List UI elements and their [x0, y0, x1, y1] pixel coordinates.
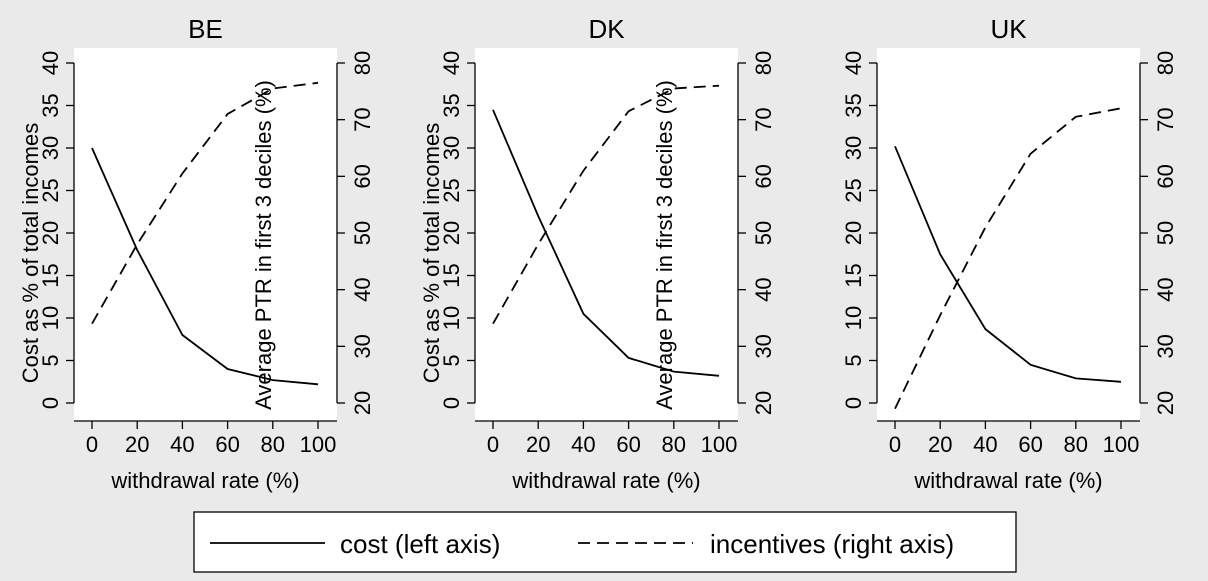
y-right-tick-label-dk: 20: [751, 391, 776, 415]
x-axis-title-dk: withdrawal rate (%): [511, 468, 700, 493]
y-right-tick-label-uk: 70: [1153, 107, 1178, 131]
y-right-tick-label-be: 50: [350, 221, 375, 245]
y-right-tick-label-uk: 40: [1153, 277, 1178, 301]
x-tick-label-be: 40: [170, 432, 194, 457]
y-right-tick-label-dk: 60: [751, 164, 776, 188]
y-right-tick-label-dk: 30: [751, 334, 776, 358]
legend: cost (left axis) incentives (right axis): [193, 511, 1017, 573]
y-right-tick-label-be: 80: [350, 51, 375, 75]
y-left-tick-label-uk: 5: [841, 354, 866, 366]
y-left-tick-label-dk: 40: [439, 51, 464, 75]
y-right-tick-label-be: 60: [350, 164, 375, 188]
y-right-tick-label-be: 70: [350, 107, 375, 131]
y-left-tick-label-be: 0: [38, 397, 63, 409]
y-left-tick-label-be: 35: [38, 93, 63, 117]
y-right-tick-label-dk: 50: [751, 221, 776, 245]
x-tick-label-dk: 20: [526, 432, 550, 457]
plot-area-uk: [877, 48, 1140, 421]
y-left-tick-label-uk: 35: [841, 93, 866, 117]
y-right-tick-label-uk: 30: [1153, 334, 1178, 358]
y-right-axis-title-dk: Average PTR in first 3 deciles (%): [652, 80, 677, 410]
x-tick-label-dk: 100: [701, 432, 738, 457]
x-tick-label-uk: 60: [1018, 432, 1042, 457]
x-tick-label-dk: 60: [616, 432, 640, 457]
y-right-tick-label-dk: 40: [751, 277, 776, 301]
y-left-tick-label-be: 5: [38, 354, 63, 366]
legend-box: [193, 511, 1017, 573]
y-left-axis-title-be: Cost as % of total incomes: [18, 123, 43, 383]
y-right-tick-label-uk: 60: [1153, 164, 1178, 188]
y-left-tick-label-uk: 0: [841, 397, 866, 409]
y-left-tick-label-uk: 30: [841, 136, 866, 160]
y-left-tick-label-dk: 15: [439, 263, 464, 287]
y-right-tick-label-be: 30: [350, 334, 375, 358]
y-left-tick-label-dk: 20: [439, 221, 464, 245]
x-tick-label-uk: 40: [973, 432, 997, 457]
x-tick-label-uk: 80: [1064, 432, 1088, 457]
y-left-tick-label-be: 30: [38, 136, 63, 160]
x-tick-label-be: 60: [215, 432, 239, 457]
x-tick-label-be: 100: [300, 432, 337, 457]
y-left-tick-label-uk: 25: [841, 178, 866, 202]
y-left-tick-label-be: 40: [38, 51, 63, 75]
x-tick-label-be: 80: [261, 432, 285, 457]
x-tick-label-uk: 20: [928, 432, 952, 457]
y-right-tick-label-be: 20: [350, 391, 375, 415]
y-left-tick-label-be: 25: [38, 178, 63, 202]
series-cost-line-be: [91, 147, 319, 386]
y-left-tick-label-be: 10: [38, 306, 63, 330]
legend-label-incentives: incentives (right axis): [710, 529, 954, 559]
panel-title-uk: UK: [990, 14, 1027, 44]
y-left-tick-label-dk: 5: [439, 354, 464, 366]
x-tick-label-uk: 100: [1103, 432, 1140, 457]
y-right-tick-label-be: 40: [350, 277, 375, 301]
plot-area-dk: [475, 48, 738, 421]
series-cost-line-dk: [492, 109, 720, 377]
plot-area-be: [74, 48, 337, 421]
y-left-tick-label-uk: 15: [841, 263, 866, 287]
x-tick-label-uk: 0: [889, 432, 901, 457]
y-right-tick-label-uk: 20: [1153, 391, 1178, 415]
x-tick-label-dk: 40: [571, 432, 595, 457]
series-incentives-line-dk: [492, 84, 720, 325]
y-right-axis-title-be: Average PTR in first 3 deciles (%): [251, 80, 276, 410]
series-incentives-line-uk: [894, 107, 1122, 410]
y-left-tick-label-be: 15: [38, 263, 63, 287]
y-right-tick-label-uk: 80: [1153, 51, 1178, 75]
y-left-tick-label-dk: 35: [439, 93, 464, 117]
y-left-tick-label-dk: 10: [439, 306, 464, 330]
panel-title-dk: DK: [588, 14, 625, 44]
y-left-tick-label-dk: 0: [439, 397, 464, 409]
y-left-tick-label-uk: 10: [841, 306, 866, 330]
y-left-tick-label-uk: 20: [841, 221, 866, 245]
series-cost-line-uk: [894, 145, 1122, 383]
x-axis-title-uk: withdrawal rate (%): [913, 468, 1102, 493]
y-right-tick-label-dk: 70: [751, 107, 776, 131]
y-left-tick-label-dk: 25: [439, 178, 464, 202]
panel-title-be: BE: [188, 14, 223, 44]
legend-label-cost: cost (left axis): [340, 529, 500, 559]
y-left-tick-label-uk: 40: [841, 51, 866, 75]
y-right-tick-label-dk: 80: [751, 51, 776, 75]
y-left-tick-label-dk: 30: [439, 136, 464, 160]
series-incentives-line-be: [91, 81, 319, 325]
y-left-axis-title-dk: Cost as % of total incomes: [419, 123, 444, 383]
x-tick-label-dk: 0: [487, 432, 499, 457]
y-right-tick-label-uk: 50: [1153, 221, 1178, 245]
x-tick-label-be: 20: [125, 432, 149, 457]
y-left-tick-label-be: 20: [38, 221, 63, 245]
x-tick-label-dk: 80: [662, 432, 686, 457]
x-tick-label-be: 0: [86, 432, 98, 457]
x-axis-title-be: withdrawal rate (%): [110, 468, 299, 493]
